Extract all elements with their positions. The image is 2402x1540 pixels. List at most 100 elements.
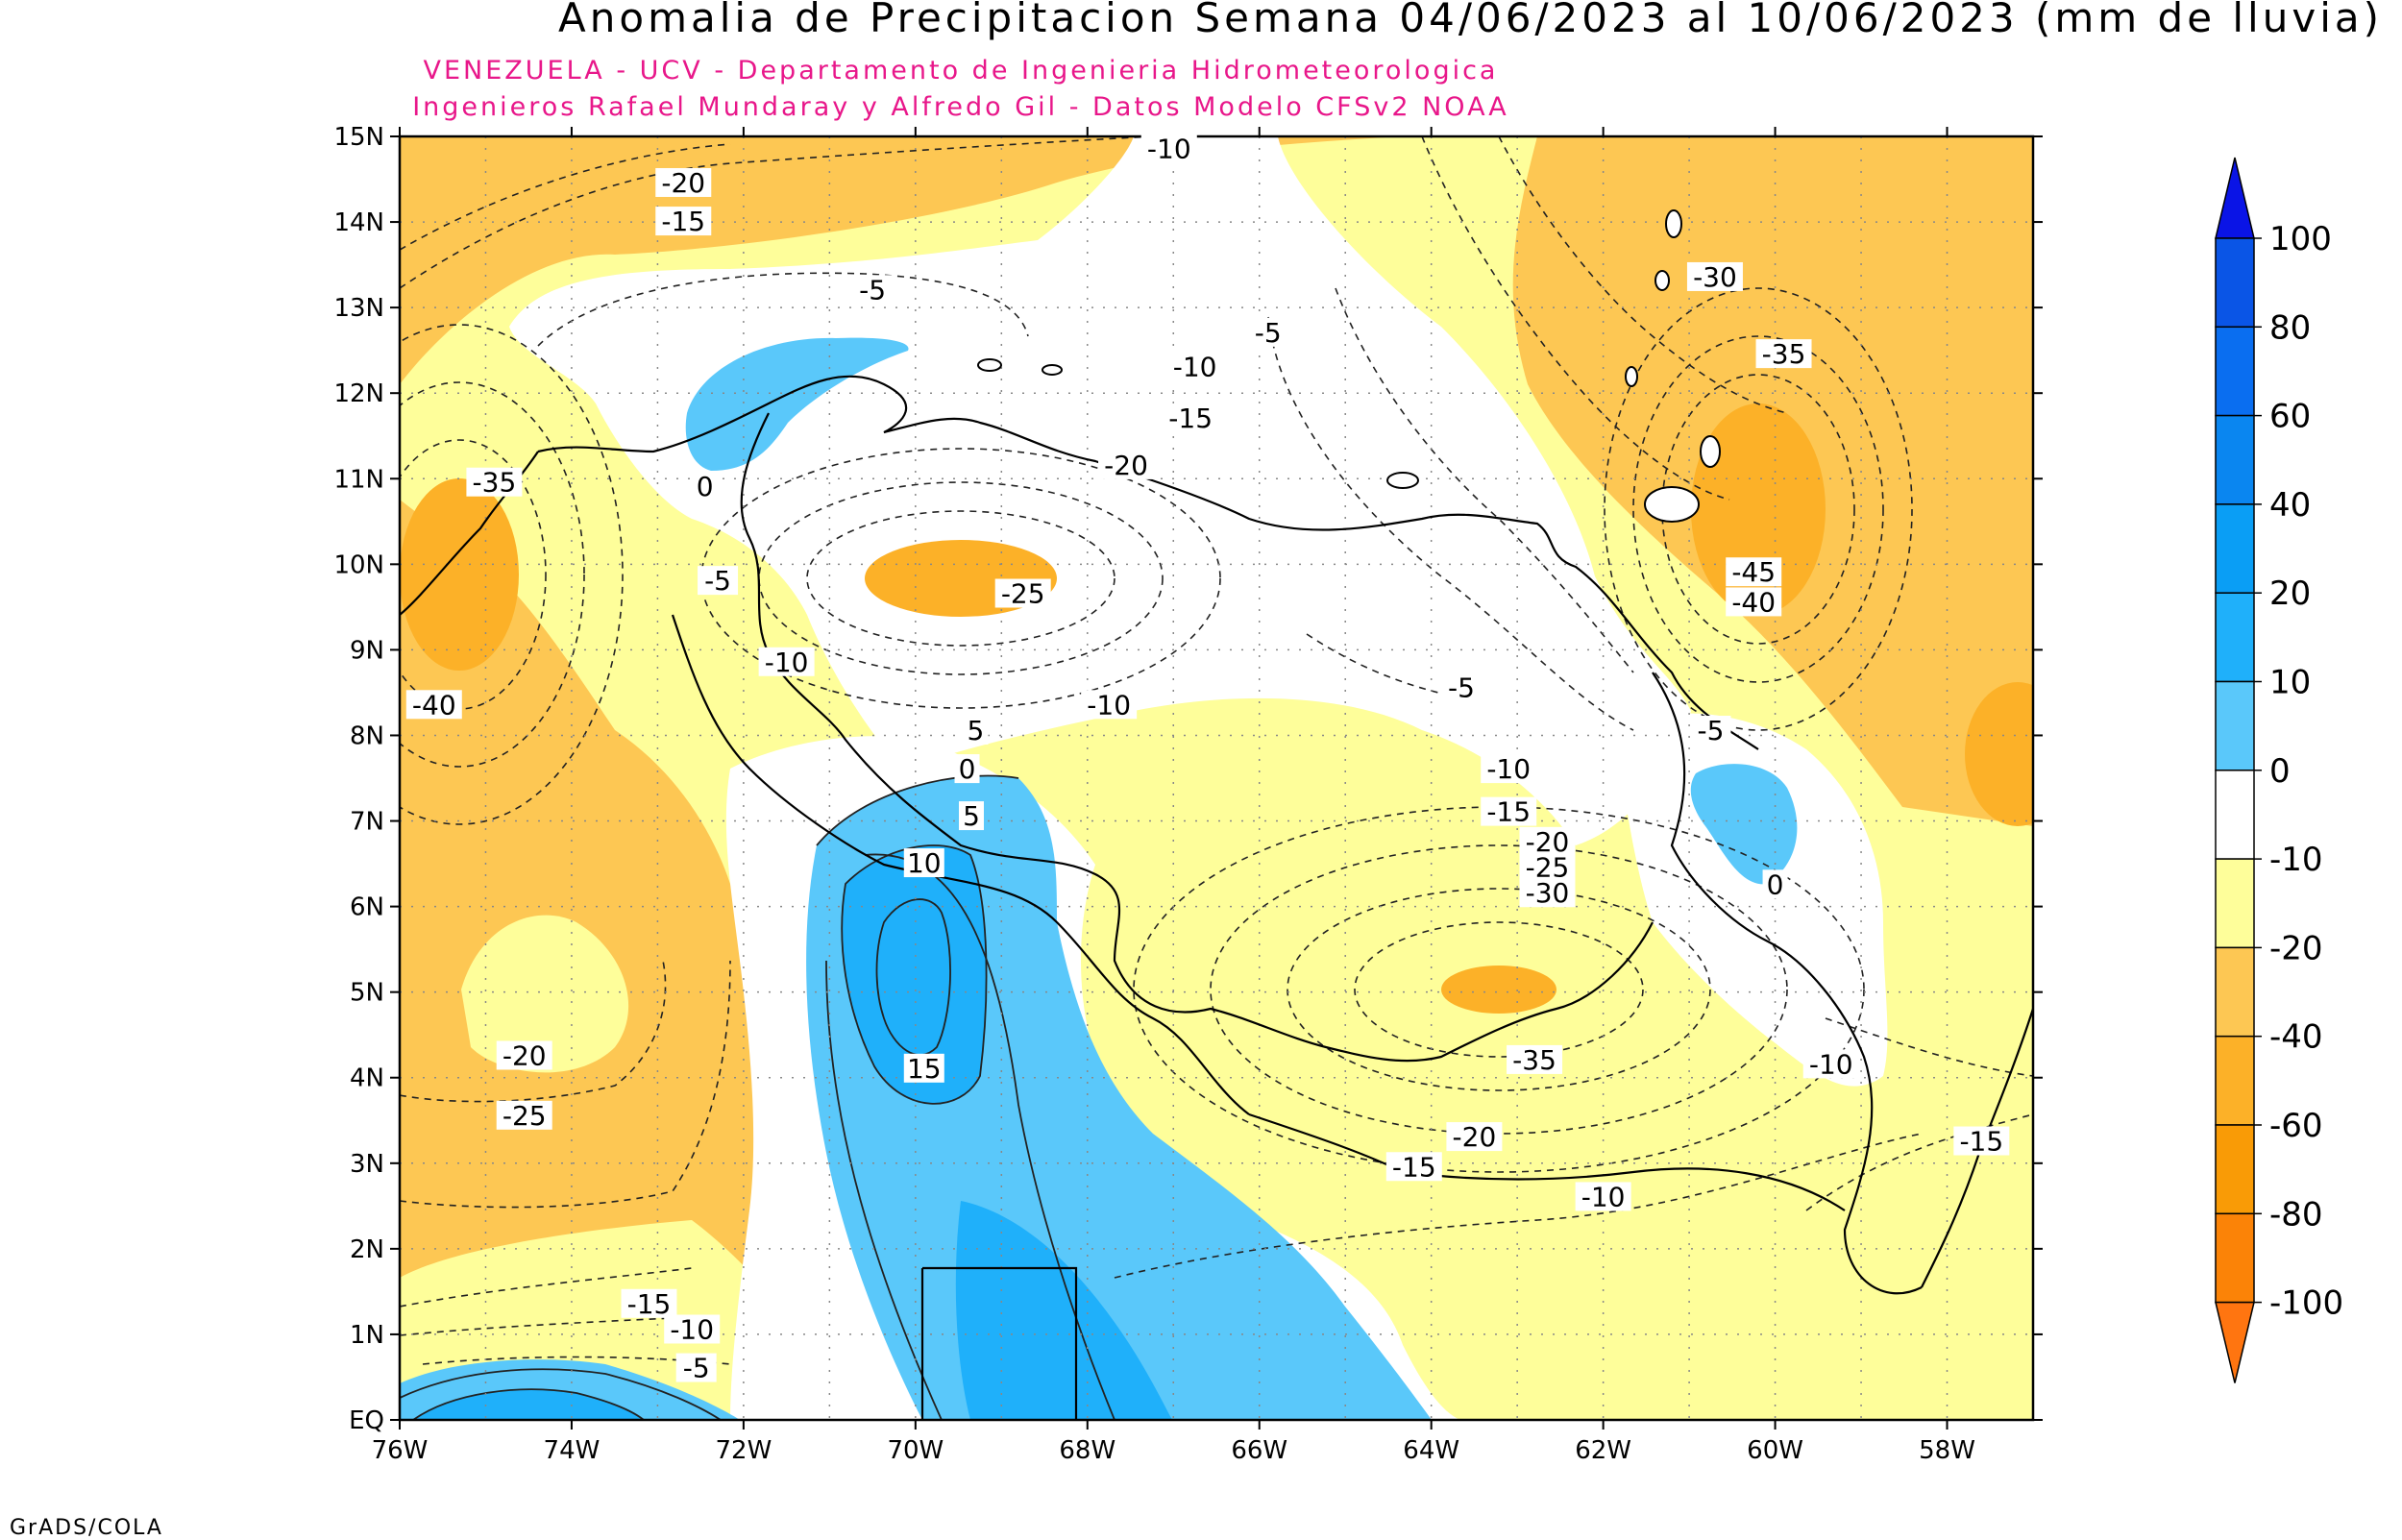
contour-label: -30: [1686, 261, 1743, 293]
islands: [977, 209, 1721, 523]
contour-line: [875, 898, 951, 1056]
contour-label-bg: [1690, 716, 1731, 746]
contour-line: [1114, 1133, 1923, 1279]
contour-label-bg: [1953, 1126, 2010, 1156]
contour-label-bg: [1519, 826, 1576, 856]
island: [1644, 486, 1700, 523]
contour-label: -30: [1519, 877, 1576, 909]
contour-label-bg: [698, 566, 739, 596]
contour-label: -35: [466, 467, 523, 499]
contour-line: [400, 1315, 712, 1336]
contour-label-text: -15: [661, 206, 705, 237]
contour-label-bg: [1762, 869, 1788, 899]
contour-label-bg: [1519, 852, 1576, 882]
contour-label: -15: [621, 1288, 677, 1320]
contour-label: -5: [698, 565, 739, 597]
contour-line: [412, 1388, 645, 1420]
contour-label-bg: [692, 472, 718, 501]
colombia-border: [671, 614, 1250, 1115]
fill-blue-core-south: [955, 1201, 1172, 1420]
contour-ring: [1632, 335, 1884, 683]
contour-label-bg: [466, 467, 523, 497]
brazil-border: [1248, 1112, 1846, 1211]
colorbar-label: -60: [2269, 1107, 2323, 1145]
contour-label-bg: [664, 1314, 721, 1344]
contour-line: [1335, 287, 1634, 673]
contour-label-bg: [1446, 1122, 1503, 1152]
contour-label-bg: [1481, 796, 1537, 826]
contour-label-bg: [496, 1100, 552, 1130]
lat-label: 1N: [350, 1321, 384, 1350]
contour-label-text: -5: [1255, 317, 1282, 349]
contour-label-text: 5: [963, 800, 980, 832]
contour-label-text: -20: [661, 167, 705, 199]
contour-label-text: -20: [502, 1039, 547, 1071]
lat-label: 13N: [333, 294, 384, 323]
contour-label-text: -15: [1486, 796, 1531, 828]
contour-label-bg: [1081, 690, 1138, 720]
contour-label: -40: [405, 689, 462, 721]
contour-label-text: -5: [1698, 715, 1725, 746]
lon-label: 62W: [1575, 1436, 1631, 1465]
contour-label: -20: [1446, 1121, 1503, 1153]
colorbar-bin: [2215, 770, 2255, 860]
venezuela-border: [740, 412, 1654, 1063]
contour-label-bg: [954, 754, 980, 784]
contour-label: 15: [903, 1053, 944, 1085]
contour-label-text: 5: [968, 715, 985, 746]
fill-orange-core-east: [1691, 403, 1826, 615]
contour-label-bg: [852, 275, 894, 305]
contour-label-bg: [1441, 672, 1482, 702]
contour-label: -10: [1166, 351, 1223, 382]
contour-label: -5: [675, 1353, 717, 1384]
contour-ring: [1210, 844, 1788, 1135]
contour-line: [537, 272, 1029, 347]
contour-line: [1825, 1017, 2033, 1077]
lat-label: 11N: [333, 465, 384, 494]
contour-label-bg: [1140, 134, 1197, 163]
contour-label-text: -10: [1581, 1181, 1626, 1212]
contour-label-text: -40: [412, 689, 456, 721]
colorbar-label: -40: [2269, 1018, 2323, 1057]
contour-line: [864, 853, 1115, 1420]
contour-label: -25: [1519, 852, 1576, 884]
longitude-axis: 76W 74W 72W 70W 68W 66W 64W 62W 60W 58W: [372, 127, 1975, 1465]
lat-label: 5N: [350, 979, 384, 1008]
contour-line: [422, 1356, 731, 1365]
contour-label-bg: [963, 716, 989, 746]
contour-label: 0: [1762, 868, 1788, 900]
contour-label-text: -45: [1731, 556, 1776, 588]
contour-label-bg: [496, 1040, 552, 1070]
contour-line: [400, 143, 731, 251]
contour-label: -10: [1575, 1181, 1631, 1212]
contour-label-text: -30: [1526, 877, 1570, 909]
coastline-layer: [400, 375, 2033, 1420]
colorbar-bin: [2215, 680, 2255, 771]
lat-label: 9N: [350, 636, 384, 665]
contour-label: -35: [1755, 338, 1812, 370]
contour-label: -5: [1690, 715, 1731, 746]
lat-label: 7N: [350, 808, 384, 837]
contour-label-text: -25: [1001, 578, 1045, 610]
contour-label-bg: [994, 578, 1051, 608]
colorbar-label: 20: [2269, 574, 2311, 613]
fill-orange-core-south: [1441, 966, 1556, 1014]
contour-label-text: -15: [1168, 403, 1213, 434]
lon-label: 58W: [1919, 1436, 1975, 1465]
fill-orange-core-far-east: [1965, 682, 2033, 826]
colorbar-label: 80: [2269, 308, 2311, 347]
contour-label-bg: [1247, 317, 1288, 347]
contour-ring: [1287, 888, 1711, 1091]
contour-label: -35: [1507, 1044, 1563, 1076]
contour-label-bg: [675, 1353, 717, 1382]
contour-label-text: -15: [1959, 1126, 2003, 1158]
colorbar-bin: [2215, 1212, 2255, 1304]
contour-label: -20: [1519, 826, 1576, 858]
island: [1700, 435, 1721, 468]
contour-label-bg: [959, 801, 984, 831]
contour-label-text: -15: [1392, 1151, 1436, 1183]
map-title: Anomalia de Precipitacion Semana 04/06/2…: [558, 0, 2383, 41]
lat-label: 4N: [350, 1064, 384, 1093]
contour-label: -20: [1098, 450, 1155, 481]
contour-label: -5: [1247, 317, 1288, 349]
